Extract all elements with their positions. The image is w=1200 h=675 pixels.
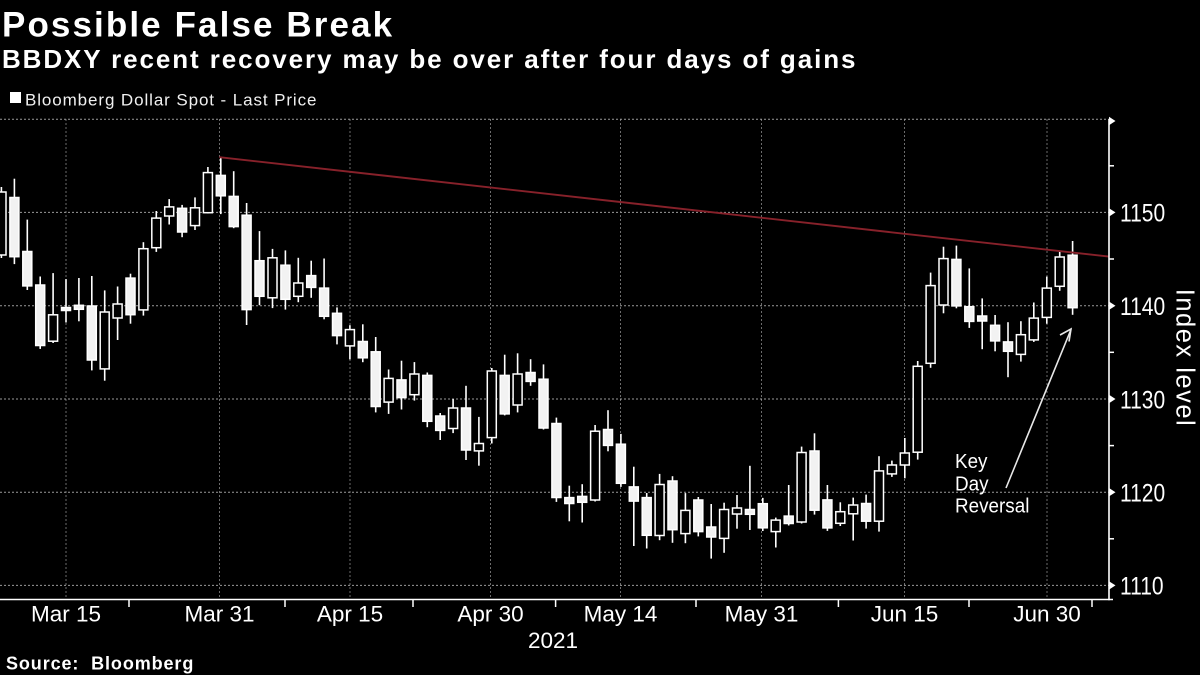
svg-text:Bloomberg Dollar Spot - Last P: Bloomberg Dollar Spot - Last Price <box>25 91 317 110</box>
svg-text:1130: 1130 <box>1120 386 1165 414</box>
svg-text:1140: 1140 <box>1120 292 1165 320</box>
svg-text:Index level: Index level <box>1171 289 1199 427</box>
svg-text:1120: 1120 <box>1120 479 1165 507</box>
svg-text:Jun 30: Jun 30 <box>1013 602 1081 627</box>
svg-text:Day: Day <box>955 473 989 496</box>
svg-text:Key: Key <box>955 450 988 473</box>
svg-text:May 31: May 31 <box>725 602 799 627</box>
svg-text:Source: Bloomberg: Source: Bloomberg <box>6 654 194 674</box>
svg-text:BBDXY recent recovery may be o: BBDXY recent recovery may be over after … <box>2 44 857 74</box>
svg-text:2021: 2021 <box>528 628 578 653</box>
svg-text:May 14: May 14 <box>584 602 658 627</box>
svg-text:Reversal: Reversal <box>955 495 1029 518</box>
svg-text:Possible False Break: Possible False Break <box>2 6 394 45</box>
svg-text:1110: 1110 <box>1120 572 1164 600</box>
svg-text:Apr 30: Apr 30 <box>457 602 523 627</box>
svg-text:Mar 31: Mar 31 <box>184 602 254 627</box>
svg-text:1150: 1150 <box>1120 199 1165 227</box>
svg-text:Apr 15: Apr 15 <box>317 602 383 627</box>
svg-text:Jun 15: Jun 15 <box>871 602 939 627</box>
svg-text:Mar 15: Mar 15 <box>31 602 101 627</box>
